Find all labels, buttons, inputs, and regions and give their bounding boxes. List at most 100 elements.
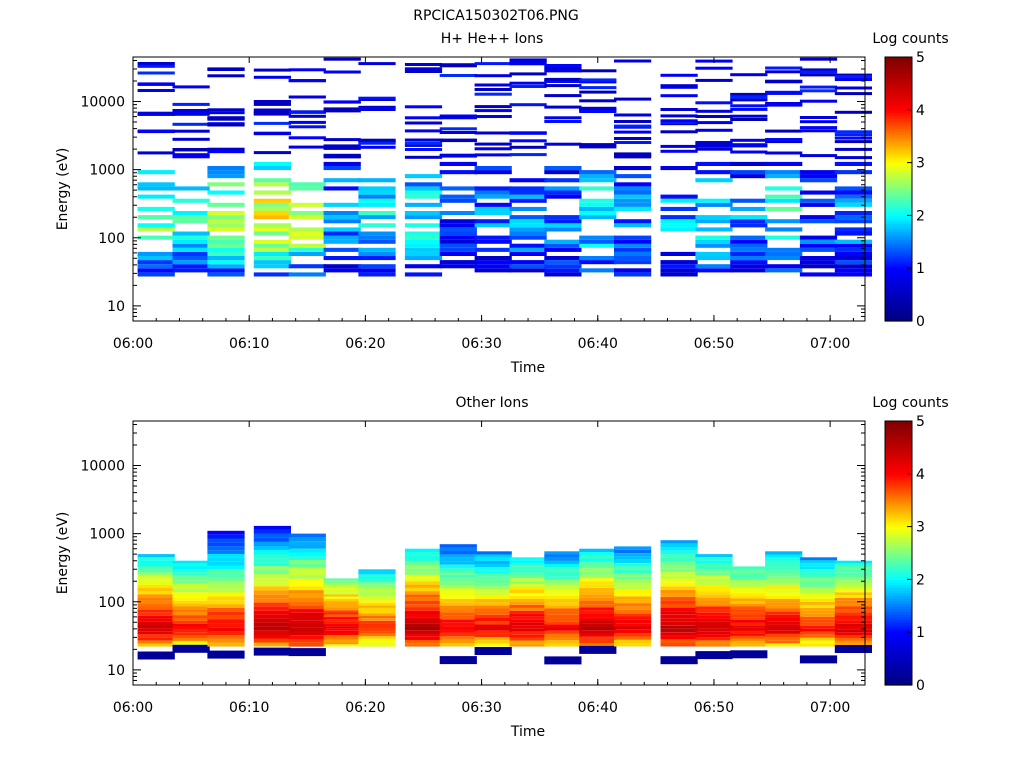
- heatmap-cell: [799, 613, 838, 617]
- heatmap-cell: [765, 219, 803, 224]
- heatmap-cell: [730, 235, 768, 240]
- colorbar-segment: [885, 439, 912, 443]
- heatmap-cell: [137, 264, 175, 269]
- heatmap-cell: [172, 251, 210, 256]
- colorbar-segment: [885, 513, 912, 517]
- heatmap-cell: [404, 239, 443, 244]
- colorbar-segment: [885, 112, 912, 116]
- heatmap-cell: [579, 645, 617, 654]
- heatmap-cell: [614, 596, 652, 600]
- heatmap-cell: [509, 153, 547, 157]
- heatmap-cell: [730, 219, 768, 224]
- heatmap-cell: [614, 599, 652, 604]
- heatmap-cell: [695, 572, 733, 576]
- heatmap-cell: [834, 186, 872, 191]
- heatmap-cell: [730, 579, 768, 583]
- heatmap-cell: [660, 272, 698, 277]
- heatmap-cell: [544, 142, 582, 146]
- heatmap-cell: [207, 111, 245, 115]
- colorbar-segment: [885, 78, 912, 82]
- heatmap-cell: [660, 260, 698, 265]
- heatmap-cell: [439, 544, 477, 548]
- heatmap-cell: [579, 170, 617, 175]
- heatmap-cell: [834, 86, 872, 90]
- heatmap-cell: [765, 235, 803, 240]
- heatmap-cell: [404, 256, 443, 261]
- heatmap-cell: [834, 563, 872, 567]
- heatmap-cell: [358, 610, 396, 614]
- heatmap-cell: [509, 72, 547, 76]
- colorbar-segment: [885, 560, 912, 565]
- heatmap-cell: [474, 640, 512, 644]
- x-tick-label: 06:40: [578, 336, 618, 352]
- colorbar-segment: [885, 658, 912, 662]
- heatmap-cell: [614, 613, 652, 617]
- heatmap-cell: [660, 621, 698, 626]
- heatmap-cell: [137, 170, 175, 175]
- heatmap-cell: [137, 129, 175, 133]
- colorbar-segment: [885, 64, 912, 69]
- heatmap-cell: [253, 256, 291, 261]
- heatmap-cell: [834, 586, 872, 590]
- colorbar-segment: [885, 136, 912, 140]
- heatmap-cell: [323, 57, 361, 61]
- heatmap-cell: [614, 643, 652, 647]
- heatmap-cell: [253, 550, 291, 554]
- heatmap-cell: [509, 619, 547, 623]
- heatmap-cell: [207, 123, 245, 127]
- heatmap-cell: [474, 247, 512, 252]
- heatmap-cell: [439, 211, 477, 216]
- colorbar-segment: [885, 125, 912, 129]
- colorbar-segment: [885, 117, 912, 121]
- heatmap-cell: [544, 166, 582, 171]
- heatmap-cell: [799, 178, 838, 183]
- y-tick-label: 1000: [89, 527, 125, 543]
- heatmap-cell: [579, 584, 617, 588]
- heatmap-cell: [579, 99, 617, 103]
- heatmap-cell: [614, 130, 652, 134]
- heatmap-cell: [323, 605, 361, 608]
- heatmap-cell: [614, 593, 652, 597]
- heatmap-cell: [614, 639, 652, 644]
- colorbar-segment: [885, 223, 912, 227]
- heatmap-cell: [509, 264, 547, 269]
- colorbar-segment: [885, 284, 912, 288]
- colorbar-segment: [885, 629, 912, 633]
- heatmap-cell: [474, 554, 512, 558]
- heatmap-cell: [358, 589, 396, 593]
- heatmap-cell: [834, 170, 872, 175]
- heatmap-cell: [439, 223, 477, 228]
- colorbar-segment: [885, 674, 912, 678]
- heatmap-cell: [509, 235, 547, 240]
- heatmap-cell: [172, 112, 210, 116]
- heatmap-cell: [799, 604, 838, 608]
- heatmap-cell: [834, 243, 872, 248]
- y-tick-label: 100: [98, 595, 125, 611]
- heatmap-cell: [439, 619, 477, 623]
- heatmap-cell: [207, 619, 245, 624]
- heatmap-cell: [799, 85, 838, 89]
- heatmap-cell: [660, 554, 698, 558]
- heatmap-cell: [579, 211, 617, 216]
- heatmap-cell: [474, 264, 512, 269]
- colorbar-segment: [885, 157, 912, 161]
- heatmap-cell: [253, 574, 291, 579]
- heatmap-cell: [799, 73, 838, 77]
- heatmap-cell: [404, 129, 443, 133]
- heatmap-cell: [544, 643, 582, 647]
- heatmap-cell: [799, 563, 838, 567]
- colorbar-segment: [885, 653, 912, 657]
- heatmap-cell: [474, 573, 512, 577]
- heatmap-cell: [207, 251, 245, 256]
- colorbar-segment: [885, 655, 912, 660]
- heatmap-cell: [695, 109, 733, 113]
- heatmap-cell: [172, 620, 210, 624]
- heatmap-cell: [323, 186, 361, 191]
- heatmap-cell: [358, 623, 396, 626]
- heatmap-cell: [404, 636, 443, 641]
- heatmap-cell: [834, 609, 872, 613]
- heatmap-cell: [137, 566, 175, 570]
- colorbar-segment: [885, 194, 912, 198]
- heatmap-cell: [834, 136, 872, 140]
- heatmap-cell: [614, 623, 652, 627]
